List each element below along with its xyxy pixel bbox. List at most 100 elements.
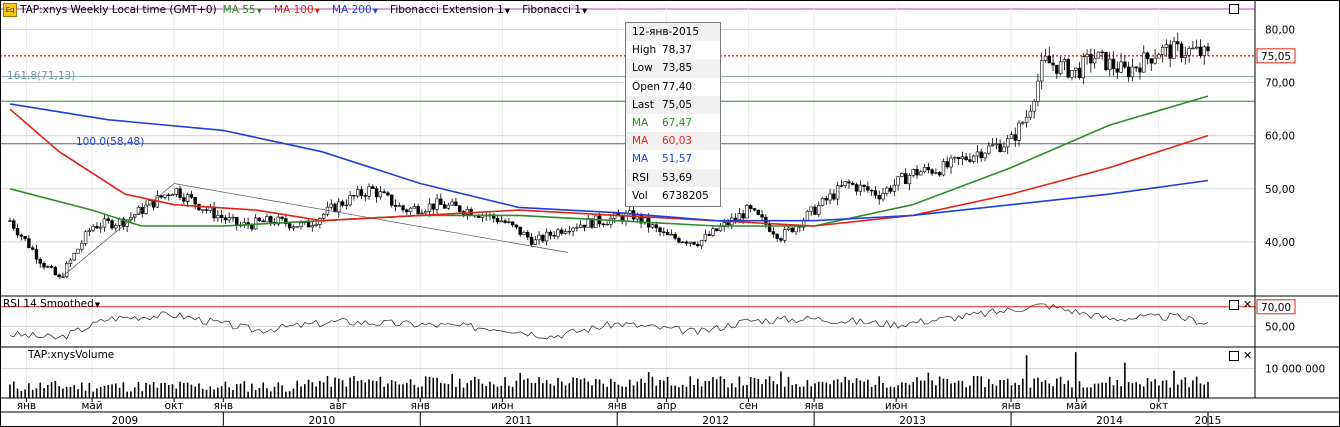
candle-body — [76, 248, 80, 254]
x-month-label: июн — [885, 400, 908, 412]
candle-body — [465, 209, 469, 215]
tooltip-value: 6738205 — [662, 189, 709, 202]
candle-body — [30, 247, 35, 250]
dropdown-icon: ▼ — [372, 7, 379, 15]
candle-body — [178, 188, 182, 198]
candle-body — [53, 267, 58, 276]
candle-body — [680, 241, 685, 243]
candle-body — [888, 187, 893, 192]
candle-body — [1002, 146, 1006, 152]
candle-body — [749, 205, 753, 209]
x-month-label: май — [81, 400, 102, 412]
rsi-title[interactable]: RSI 14 Smoothed▼ — [3, 298, 100, 310]
candle-body — [1092, 57, 1097, 64]
candle-body — [333, 203, 337, 213]
candle-body — [843, 181, 847, 187]
maximize-icon[interactable] — [1229, 351, 1239, 361]
candle-body — [869, 189, 874, 192]
candle-body — [1160, 47, 1165, 56]
candle-body — [832, 193, 836, 200]
ma200-label[interactable]: MA 200▼ — [332, 4, 384, 16]
candle-body — [975, 151, 980, 157]
candle-body — [424, 211, 428, 214]
candle-body — [1202, 46, 1206, 57]
y-tick-label: 80,00 — [1265, 25, 1295, 37]
candle-body — [295, 226, 299, 228]
candle-body — [851, 182, 855, 185]
candle-body — [250, 224, 254, 230]
candle-body — [771, 231, 776, 235]
candle-body — [431, 203, 435, 210]
candle-body — [1183, 55, 1188, 58]
candle-body — [979, 151, 983, 159]
ma200-text: MA 200 — [332, 4, 372, 16]
candle-body — [696, 244, 700, 247]
x-month-label: июн — [491, 400, 514, 412]
candle-body — [27, 238, 31, 249]
candle-body — [556, 229, 560, 237]
candle-body — [231, 216, 235, 219]
fib-ext-label[interactable]: Fibonacci Extension 1▼ — [390, 4, 516, 16]
candle-body — [809, 206, 813, 212]
candle-body — [919, 171, 923, 176]
price-tag-box — [1256, 48, 1296, 64]
candle-body — [393, 204, 398, 207]
candle-body — [510, 221, 515, 226]
rsi-tick-label: 50,00 — [1265, 321, 1295, 333]
candle-body — [1066, 59, 1070, 78]
candle-body — [824, 197, 829, 201]
candle-body — [46, 266, 50, 268]
tooltip-key: MA — [632, 116, 649, 129]
candle-body — [454, 201, 458, 207]
candle-body — [552, 235, 556, 237]
candle-body — [185, 194, 190, 202]
x-year-label: 2012 — [702, 415, 729, 427]
close-icon[interactable]: ✕ — [1243, 298, 1253, 311]
maximize-icon[interactable] — [1229, 4, 1239, 14]
x-month-label: янв — [608, 400, 627, 412]
candle-body — [1145, 52, 1150, 60]
candle-body — [937, 172, 942, 176]
candle-body — [1028, 110, 1033, 118]
candle-body — [783, 229, 787, 241]
ma55-label[interactable]: MA 55▼ — [223, 4, 268, 16]
x-month-label: окт — [1149, 400, 1168, 412]
maximize-icon[interactable] — [1229, 300, 1239, 310]
chart-header: Eq TAP:xnys Weekly Local time (GMT+0) MA… — [0, 0, 1240, 20]
candle-body — [1055, 64, 1059, 74]
candle-body — [276, 216, 281, 225]
candle-body — [741, 213, 745, 219]
candle-body — [212, 206, 216, 219]
symbol-label[interactable]: TAP:xnys Weekly Local time (GMT+0) — [20, 4, 217, 16]
ma-line-ma100 — [9, 108, 1209, 227]
tooltip-key: Low — [632, 62, 653, 75]
candle-body — [1013, 134, 1017, 141]
ma100-label[interactable]: MA 100▼ — [274, 4, 326, 16]
x-month-label: янв — [411, 400, 430, 412]
candle-body — [828, 193, 832, 201]
candle-body — [1153, 57, 1157, 64]
candle-body — [699, 239, 704, 247]
candle-body — [858, 184, 863, 192]
tooltip-value: 51,57 — [662, 153, 693, 166]
candle-body — [582, 224, 587, 228]
candle-body — [733, 217, 738, 220]
candle-body — [427, 203, 432, 212]
tooltip-key: MA — [632, 135, 649, 148]
candle-body — [896, 176, 900, 186]
candle-body — [779, 238, 783, 241]
candle-body — [571, 227, 575, 232]
candle-body — [654, 224, 658, 229]
candle-body — [1058, 61, 1063, 74]
dropdown-icon: ▼ — [582, 7, 588, 15]
fib-label[interactable]: Fibonacci 1▼ — [522, 4, 593, 16]
candle-body — [87, 230, 92, 232]
tooltip-value: 77,40 — [662, 80, 693, 93]
eq-icon[interactable]: Eq — [3, 3, 17, 17]
close-icon[interactable]: ✕ — [1243, 349, 1253, 362]
candle-body — [650, 224, 655, 228]
candle-body — [1021, 122, 1025, 124]
tooltip-row: Vol 6738205 — [626, 187, 720, 205]
candle-body — [223, 217, 228, 221]
candle-body — [1009, 134, 1014, 139]
